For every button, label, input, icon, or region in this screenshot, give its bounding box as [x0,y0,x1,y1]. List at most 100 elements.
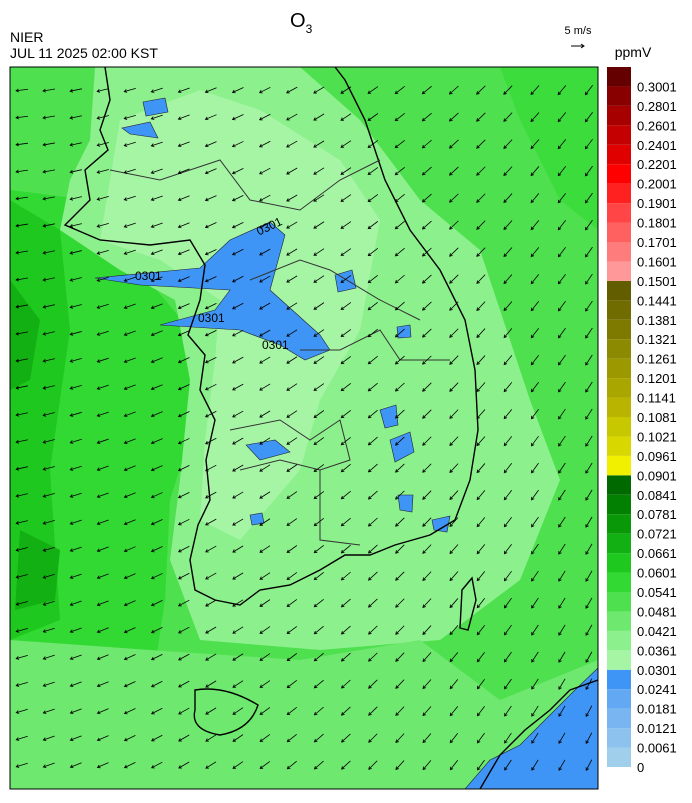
wind-arrow [177,249,190,256]
colorbar-label: 0.0541 [637,585,677,600]
wind-arrow [422,490,432,500]
wind-arrow [150,276,163,283]
wind-arrow [367,167,379,176]
wind-arrow [258,140,271,148]
colorbar-box [607,319,631,340]
wind-arrow [449,193,459,203]
wind-arrow [42,493,55,498]
wind-arrow [367,274,378,284]
wind-arrow [476,193,486,203]
wind-arrow [476,274,486,284]
wind-arrow [394,220,405,230]
wind-arrow [42,681,55,687]
wind-arrow [286,86,298,94]
wind-arrow [150,168,163,174]
wind-arrow [503,516,512,528]
wind-arrow [585,597,593,609]
wind-arrow [15,654,28,660]
wind-arrow [395,706,405,716]
colorbar-box [607,689,631,709]
wind-arrow [340,248,352,256]
wind-arrow [232,707,244,715]
wind-arrow [395,679,405,689]
wind-arrow [531,543,539,555]
wind-arrow [232,437,244,445]
wind-arrow [421,274,432,284]
wind-arrow [421,220,432,230]
wind-arrow [367,194,379,203]
wind-arrow [367,409,378,419]
wind-arrow [123,168,136,174]
wind-arrow [259,491,271,499]
wind-arrow [476,85,486,95]
wind-arrow [422,463,432,473]
colorbar-label: 0.0661 [637,546,677,561]
wind-arrow [584,111,593,123]
wind-arrow [96,627,109,634]
wind-arrow [585,354,593,366]
wind-arrow [449,382,459,392]
wind-arrow [15,169,28,174]
wind-arrow [259,626,271,634]
wind-arrow [313,491,325,500]
colorbar-box [607,164,631,184]
wind-arrow [69,573,82,579]
colorbar-box [607,417,631,437]
colorbar-box [607,105,631,126]
wind-arrow [205,653,217,661]
wind-arrow [340,113,352,121]
wind-arrow [231,168,244,175]
colorbar-box [607,436,631,456]
wind-arrow [123,249,136,255]
wind-arrow [558,462,566,474]
wind-arrow [123,384,136,391]
wind-arrow [531,624,539,636]
wind-arrow [96,735,109,742]
wind-arrow [340,329,352,338]
wind-arrow [557,300,566,312]
wind-arrow [231,195,244,202]
wind-arrow [96,411,109,417]
wind-arrow [15,439,28,444]
colorbar-box [607,572,631,592]
wind-arrow [558,705,566,717]
wind-arrow [340,463,351,473]
colorbar-box [607,358,631,379]
wind-arrow [42,600,55,606]
wind-arrow [503,463,513,474]
wind-arrow [204,303,217,310]
colorbar-box [607,144,631,165]
wind-arrow [503,220,513,231]
wind-arrow [395,733,405,743]
wind-arrow [286,437,298,445]
wind-arrow [15,88,29,93]
wind-arrow [394,113,405,122]
colorbar-box [607,300,631,320]
wind-arrow [558,651,566,663]
wind-arrow [96,142,109,147]
wind-arrow [15,358,28,363]
colorbar-label: 0.0361 [637,643,677,658]
wind-arrow [123,465,136,472]
colorbar-box [607,222,631,242]
wind-arrow [313,625,324,635]
wind-arrow [476,301,486,311]
wind-arrow [178,734,190,742]
wind-arrow [340,652,351,662]
wind-arrow [123,141,136,147]
wind-arrow [259,275,271,283]
wind-arrow [503,247,513,258]
title-subscript: 3 [306,22,313,36]
field-darkest [10,280,60,610]
colorbar-box [607,455,631,476]
wind-arrow [232,653,244,661]
wind-arrow [150,492,163,499]
wind-arrow [205,599,217,607]
wind-arrow [394,328,405,338]
wind-arrow [177,545,190,553]
wind-arrow [259,707,271,715]
wind-arrow [286,760,297,770]
wind-arrow [259,356,271,364]
wind-arrow [96,519,109,526]
wind-arrow [286,302,298,310]
